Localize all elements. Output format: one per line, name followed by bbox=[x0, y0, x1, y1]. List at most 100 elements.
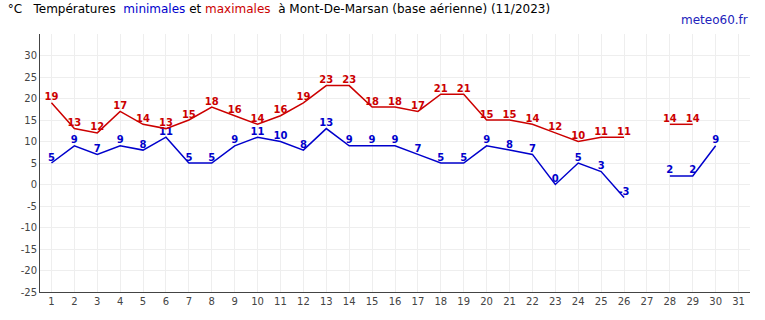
svg-text:21: 21 bbox=[503, 296, 516, 307]
svg-text:26: 26 bbox=[618, 296, 631, 307]
svg-text:°C Températures minimales e: °C Températures minimales et maximales à… bbox=[8, 2, 550, 16]
svg-text:9: 9 bbox=[71, 134, 78, 145]
svg-text:19: 19 bbox=[44, 91, 58, 102]
svg-text:23: 23 bbox=[342, 74, 356, 85]
svg-text:5: 5 bbox=[31, 158, 37, 169]
svg-text:14: 14 bbox=[663, 113, 677, 124]
svg-text:-5: -5 bbox=[27, 201, 37, 212]
svg-text:2: 2 bbox=[71, 296, 77, 307]
svg-text:16: 16 bbox=[274, 104, 288, 115]
svg-text:11: 11 bbox=[594, 126, 608, 137]
svg-text:10: 10 bbox=[24, 136, 37, 147]
svg-text:15: 15 bbox=[182, 109, 196, 120]
svg-text:18: 18 bbox=[205, 96, 219, 107]
svg-text:21: 21 bbox=[457, 83, 471, 94]
svg-text:13: 13 bbox=[320, 296, 333, 307]
svg-text:9: 9 bbox=[369, 134, 376, 145]
svg-text:13: 13 bbox=[67, 117, 81, 128]
svg-text:9: 9 bbox=[346, 134, 353, 145]
svg-text:17: 17 bbox=[412, 296, 425, 307]
svg-text:-25: -25 bbox=[21, 287, 37, 298]
svg-text:29: 29 bbox=[686, 296, 699, 307]
svg-text:7: 7 bbox=[94, 143, 101, 154]
svg-text:31: 31 bbox=[732, 296, 745, 307]
svg-text:15: 15 bbox=[366, 296, 379, 307]
svg-text:8: 8 bbox=[506, 139, 513, 150]
svg-text:0: 0 bbox=[31, 179, 37, 190]
svg-text:18: 18 bbox=[365, 96, 379, 107]
svg-text:5: 5 bbox=[575, 152, 582, 163]
svg-text:1: 1 bbox=[48, 296, 54, 307]
svg-text:17: 17 bbox=[113, 100, 127, 111]
svg-text:5: 5 bbox=[140, 296, 146, 307]
svg-text:28: 28 bbox=[663, 296, 676, 307]
svg-text:27: 27 bbox=[641, 296, 654, 307]
svg-text:9: 9 bbox=[231, 134, 238, 145]
svg-text:12: 12 bbox=[90, 121, 104, 132]
svg-text:13: 13 bbox=[159, 117, 173, 128]
svg-text:5: 5 bbox=[48, 152, 55, 163]
svg-text:16: 16 bbox=[228, 104, 242, 115]
svg-text:11: 11 bbox=[251, 126, 265, 137]
svg-text:15: 15 bbox=[24, 115, 37, 126]
svg-text:19: 19 bbox=[296, 91, 310, 102]
svg-text:0: 0 bbox=[552, 173, 559, 184]
svg-text:6: 6 bbox=[163, 296, 169, 307]
svg-text:30: 30 bbox=[24, 50, 37, 61]
svg-text:18: 18 bbox=[434, 296, 447, 307]
svg-text:-15: -15 bbox=[21, 244, 37, 255]
svg-text:10: 10 bbox=[571, 130, 585, 141]
svg-text:15: 15 bbox=[480, 109, 494, 120]
svg-text:9: 9 bbox=[231, 296, 237, 307]
svg-text:-20: -20 bbox=[21, 265, 37, 276]
svg-text:13: 13 bbox=[319, 117, 333, 128]
svg-text:8: 8 bbox=[140, 139, 147, 150]
svg-text:8: 8 bbox=[300, 139, 307, 150]
svg-text:12: 12 bbox=[297, 296, 310, 307]
svg-text:10: 10 bbox=[251, 296, 264, 307]
svg-text:23: 23 bbox=[549, 296, 562, 307]
svg-text:3: 3 bbox=[94, 296, 100, 307]
svg-text:7: 7 bbox=[186, 296, 192, 307]
svg-text:14: 14 bbox=[686, 113, 700, 124]
svg-text:4: 4 bbox=[117, 296, 123, 307]
svg-text:11: 11 bbox=[159, 126, 173, 137]
svg-text:meteo60.fr: meteo60.fr bbox=[681, 13, 748, 27]
svg-text:25: 25 bbox=[595, 296, 608, 307]
svg-text:22: 22 bbox=[526, 296, 539, 307]
svg-text:30: 30 bbox=[709, 296, 722, 307]
svg-text:16: 16 bbox=[389, 296, 402, 307]
svg-text:15: 15 bbox=[503, 109, 517, 120]
svg-text:-3: -3 bbox=[618, 186, 629, 197]
svg-text:5: 5 bbox=[208, 152, 215, 163]
svg-text:21: 21 bbox=[434, 83, 448, 94]
svg-text:12: 12 bbox=[548, 121, 562, 132]
svg-text:18: 18 bbox=[388, 96, 402, 107]
svg-text:7: 7 bbox=[414, 143, 421, 154]
svg-text:23: 23 bbox=[319, 74, 333, 85]
svg-text:5: 5 bbox=[460, 152, 467, 163]
svg-text:7: 7 bbox=[529, 143, 536, 154]
svg-text:9: 9 bbox=[117, 134, 124, 145]
svg-text:25: 25 bbox=[24, 72, 37, 83]
svg-text:2: 2 bbox=[689, 164, 696, 175]
svg-text:14: 14 bbox=[343, 296, 356, 307]
svg-text:20: 20 bbox=[24, 93, 37, 104]
svg-text:5: 5 bbox=[185, 152, 192, 163]
svg-text:19: 19 bbox=[457, 296, 470, 307]
svg-text:2: 2 bbox=[666, 164, 673, 175]
svg-text:11: 11 bbox=[617, 126, 631, 137]
svg-text:24: 24 bbox=[572, 296, 585, 307]
svg-text:20: 20 bbox=[480, 296, 493, 307]
svg-text:-10: -10 bbox=[21, 222, 37, 233]
svg-text:14: 14 bbox=[251, 113, 265, 124]
svg-text:17: 17 bbox=[411, 100, 425, 111]
svg-text:11: 11 bbox=[274, 296, 287, 307]
svg-text:8: 8 bbox=[209, 296, 215, 307]
svg-text:10: 10 bbox=[274, 130, 288, 141]
svg-text:5: 5 bbox=[437, 152, 444, 163]
svg-text:9: 9 bbox=[712, 134, 719, 145]
svg-text:3: 3 bbox=[598, 160, 605, 171]
svg-text:9: 9 bbox=[483, 134, 490, 145]
svg-text:14: 14 bbox=[136, 113, 150, 124]
